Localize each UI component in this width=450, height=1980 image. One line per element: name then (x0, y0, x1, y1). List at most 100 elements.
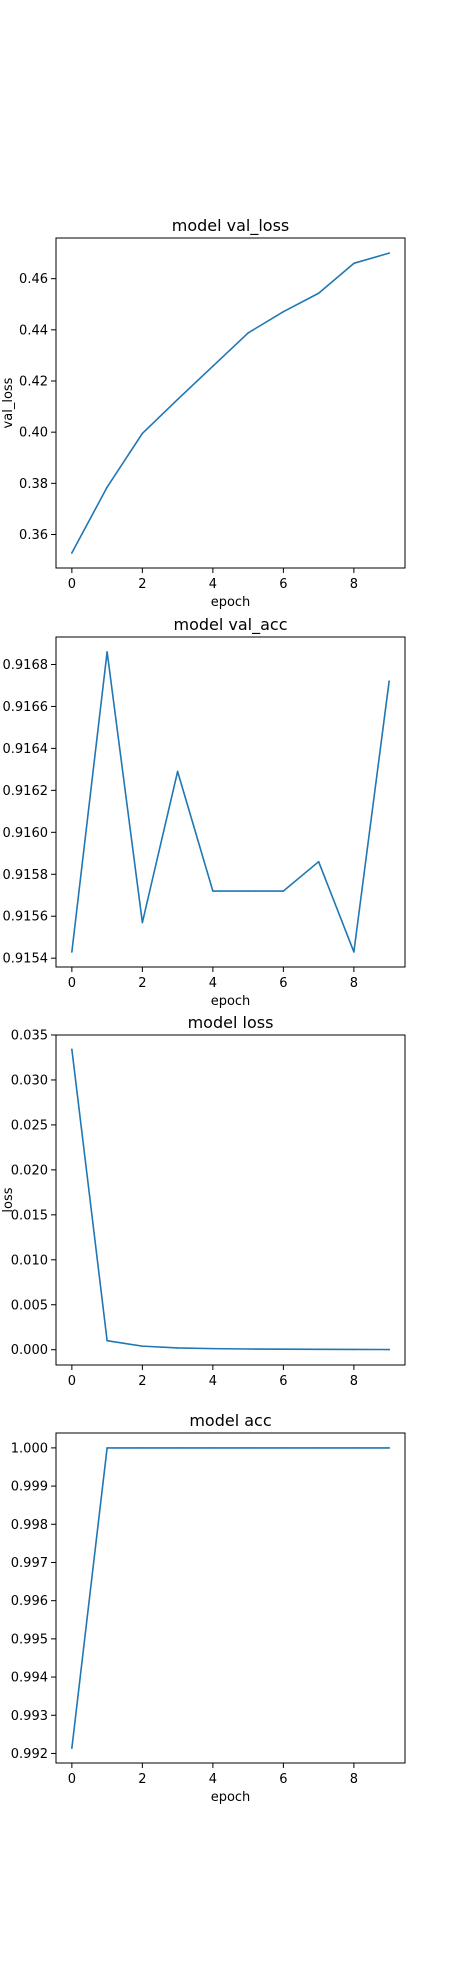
x-tick-label-val-loss: 0 (68, 577, 76, 592)
data-point-loss (212, 1347, 214, 1350)
data-point-val-acc (247, 890, 249, 892)
y-tick-label-acc: 0.995 (11, 1632, 48, 1647)
data-point-loss (176, 1347, 179, 1349)
data-point-val-loss (317, 292, 320, 295)
y-tick-label-val-acc: 0.9162 (3, 784, 49, 799)
y-tick-label-val-acc: 0.9164 (3, 742, 49, 757)
data-point-val-loss (247, 332, 249, 334)
x-tick-label-acc: 0 (68, 1772, 76, 1787)
data-point-acc (212, 1447, 214, 1449)
chart-title-val-acc: model val_acc (173, 615, 287, 635)
y-tick-label-acc: 0.992 (11, 1747, 48, 1762)
x-axis-label-val-loss: epoch (211, 595, 251, 610)
plot-frame-val-acc (55, 636, 406, 968)
y-axis-label-val-loss: val_loss (1, 377, 16, 428)
plot-frame-acc (55, 1432, 406, 1764)
x-tick-label-loss: 4 (209, 1374, 217, 1389)
series-line-val-acc (71, 651, 390, 953)
data-point-loss (353, 1348, 355, 1351)
data-point-val-acc (317, 860, 320, 863)
series-line-acc (71, 1447, 390, 1749)
y-tick-label-val-acc: 0.9166 (3, 700, 49, 715)
y-tick-label-loss: 0.035 (11, 1029, 48, 1044)
y-tick-label-acc: 0.996 (11, 1594, 48, 1609)
chart-title-val-loss: model val_loss (172, 216, 290, 236)
data-point-loss (247, 1348, 249, 1350)
y-tick-label-val-acc: 0.9160 (3, 826, 49, 841)
data-point-val-loss (388, 252, 390, 254)
data-point-val-loss (176, 398, 179, 401)
y-tick-label-loss: 0.025 (11, 1118, 48, 1133)
data-point-val-loss (282, 310, 285, 313)
data-point-val-loss (212, 365, 214, 367)
chart-acc: model acc 0 2 4 6 8 0.992 0.993 0.994 0.995 0.996 0… (11, 1411, 406, 1805)
data-point-val-loss (141, 432, 144, 435)
data-point-loss (282, 1348, 285, 1350)
x-tick-label-val-acc: 0 (68, 976, 76, 991)
x-tick-label-val-acc: 2 (138, 976, 146, 991)
x-tick-label-val-loss: 4 (209, 577, 217, 592)
y-tick-label-loss: 0.030 (11, 1073, 48, 1088)
series-line-val-loss (71, 252, 390, 554)
x-axis-label-acc: epoch (211, 1790, 251, 1805)
y-tick-label-val-acc: 0.9158 (3, 868, 49, 883)
y-tick-label-acc: 0.997 (11, 1556, 48, 1571)
data-point-loss (71, 1048, 73, 1051)
y-tick-label-val-acc: 0.9156 (3, 910, 49, 925)
y-tick-label-val-loss: 0.38 (19, 477, 48, 492)
chart-title-acc: model acc (189, 1411, 271, 1430)
data-point-val-acc (71, 951, 73, 953)
y-tick-label-acc: 0.998 (11, 1518, 48, 1533)
x-tick-label-loss: 6 (279, 1374, 287, 1389)
y-tick-label-val-acc: 0.9168 (3, 658, 49, 673)
y-tick-label-val-loss: 0.44 (19, 323, 48, 338)
y-tick-label-val-loss: 0.42 (19, 375, 48, 390)
data-point-val-loss (71, 552, 73, 554)
data-point-val-loss (353, 262, 355, 265)
y-axis-label-loss: loss (1, 1187, 16, 1212)
data-point-acc (388, 1447, 390, 1449)
data-point-val-acc (282, 890, 285, 892)
y-tick-label-acc: 0.993 (11, 1709, 48, 1724)
y-tick-label-loss: 0.005 (11, 1298, 48, 1313)
y-tick-label-val-loss: 0.36 (19, 528, 48, 543)
y-tick-label-acc: 0.994 (11, 1671, 48, 1686)
plot-frame-loss (55, 1034, 406, 1366)
y-tick-label-acc: 1.000 (11, 1441, 48, 1456)
data-point-loss (141, 1345, 144, 1347)
x-tick-label-acc: 8 (350, 1772, 358, 1787)
series-line-loss (71, 1048, 390, 1351)
y-tick-label-val-acc: 0.9154 (3, 952, 49, 967)
data-point-acc (247, 1447, 249, 1449)
data-point-acc (282, 1447, 285, 1449)
data-point-val-acc (176, 770, 179, 773)
x-tick-label-val-loss: 8 (350, 577, 358, 592)
x-axis-label-val-acc: epoch (211, 994, 251, 1009)
chart-title-loss: model loss (188, 1013, 274, 1032)
y-tick-label-val-loss: 0.46 (19, 272, 48, 287)
data-point-loss (388, 1348, 390, 1351)
data-point-val-acc (388, 680, 390, 683)
data-point-val-acc (353, 951, 355, 953)
x-tick-label-acc: 2 (138, 1772, 146, 1787)
y-tick-label-loss: 0.020 (11, 1163, 48, 1178)
x-tick-label-val-loss: 6 (279, 577, 287, 592)
data-point-val-acc (106, 651, 108, 653)
data-point-acc (141, 1447, 144, 1449)
y-tick-label-loss: 0.010 (11, 1253, 48, 1268)
data-point-acc (176, 1447, 179, 1449)
x-tick-label-loss: 2 (138, 1374, 146, 1389)
data-point-acc (106, 1447, 108, 1449)
plot-frame-val-loss (55, 237, 406, 569)
x-tick-label-acc: 4 (209, 1772, 217, 1787)
data-point-loss (106, 1339, 108, 1342)
x-tick-label-val-acc: 6 (279, 976, 287, 991)
data-point-val-acc (212, 890, 214, 892)
chart-val-loss: model val_loss 0 2 4 6 8 0.36 0.38 0.40 0.42 0.44 0… (1, 216, 406, 610)
y-tick-label-loss: 0.015 (11, 1208, 48, 1223)
data-point-val-acc (141, 921, 144, 924)
x-tick-label-val-loss: 2 (138, 577, 146, 592)
x-tick-label-acc: 6 (279, 1772, 287, 1787)
data-point-val-loss (106, 486, 108, 488)
